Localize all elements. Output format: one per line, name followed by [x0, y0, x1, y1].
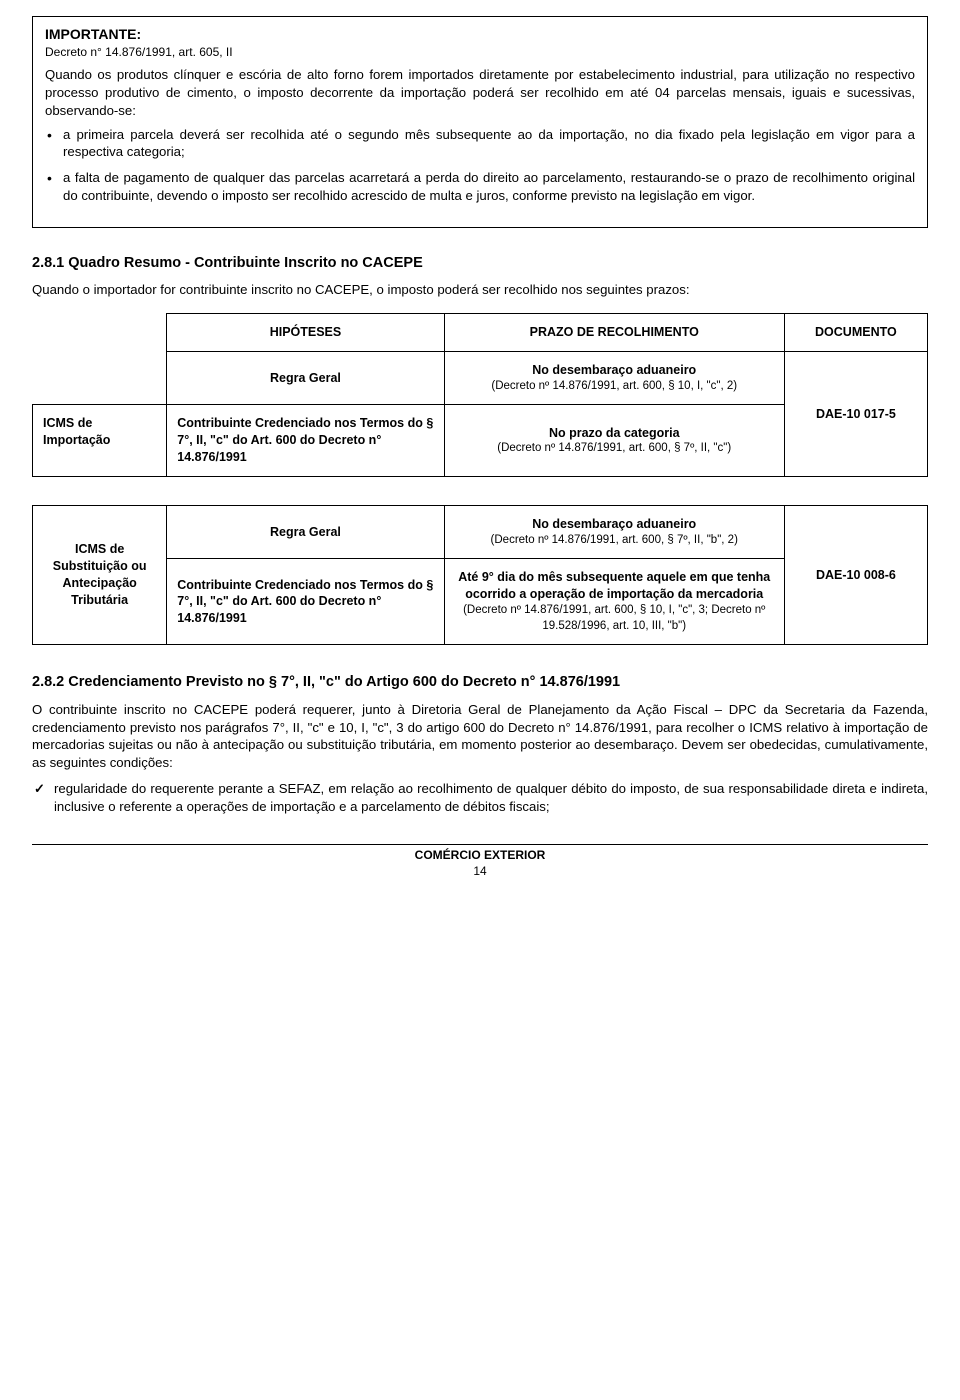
t1-r1-prazo-t: No desembaraço aduaneiro — [455, 362, 774, 379]
t1-r1-hip: Regra Geral — [167, 352, 444, 405]
t2-r2-hip: Contribuinte Credenciado nos Termos do §… — [167, 559, 444, 645]
t2-r1-hip: Regra Geral — [167, 506, 444, 559]
section-282-title: 2.8.2 Credenciamento Previsto no § 7°, I… — [32, 673, 928, 693]
box-subtitle: Decreto n° 14.876/1991, art. 605, II — [45, 44, 915, 60]
section-282-body: O contribuinte inscrito no CACEPE poderá… — [32, 701, 928, 772]
t2-r2-prazo-t: Até 9° dia do mês subsequente aquele em … — [455, 569, 774, 603]
box-bullets: a primeira parcela deverá ser recolhida … — [45, 126, 915, 205]
t1-head-hip: HIPÓTESES — [167, 314, 444, 352]
t2-doc: DAE-10 008-6 — [784, 506, 927, 645]
t1-r2-prazo: No prazo da categoria (Decreto nº 14.876… — [444, 405, 784, 477]
t2-r2-prazo: Até 9° dia do mês subsequente aquele em … — [444, 559, 784, 645]
section-281-title: 2.8.1 Quadro Resumo - Contribuinte Inscr… — [32, 254, 928, 274]
t1-r2-prazo-s: (Decreto nº 14.876/1991, art. 600, § 7º,… — [455, 441, 774, 457]
t2-r1-prazo-t: No desembaraço aduaneiro — [455, 516, 774, 533]
important-box: IMPORTANTE: Decreto n° 14.876/1991, art.… — [32, 16, 928, 228]
t2-rowlabel: ICMS de Substituição ou Antecipação Trib… — [33, 506, 167, 645]
table-1: HIPÓTESES PRAZO DE RECOLHIMENTO DOCUMENT… — [32, 313, 928, 477]
t1-head-prazo: PRAZO DE RECOLHIMENTO — [444, 314, 784, 352]
t2-r1-prazo: No desembaraço aduaneiro (Decreto nº 14.… — [444, 506, 784, 559]
t2-r2-prazo-s: (Decreto nº 14.876/1991, art. 600, § 10,… — [455, 603, 774, 634]
page-footer: COMÉRCIO EXTERIOR 14 — [32, 844, 928, 879]
t1-rowlabel: ICMS de Importação — [33, 405, 167, 477]
t2-r1-prazo-s: (Decreto nº 14.876/1991, art. 600, § 7º,… — [455, 533, 774, 549]
t1-r1-prazo: No desembaraço aduaneiro (Decreto nº 14.… — [444, 352, 784, 405]
t1-doc: DAE-10 017-5 — [784, 352, 927, 477]
section-281-intro: Quando o importador for contribuinte ins… — [32, 281, 928, 299]
footer-title: COMÉRCIO EXTERIOR — [32, 847, 928, 863]
box-intro: Quando os produtos clínquer e escória de… — [45, 66, 915, 119]
t1-r2-prazo-t: No prazo da categoria — [455, 425, 774, 442]
t1-head-doc: DOCUMENTO — [784, 314, 927, 352]
box-bullet-2: a falta de pagamento de qualquer das par… — [45, 169, 915, 205]
box-title: IMPORTANTE: — [45, 25, 915, 44]
t1-r1-prazo-s: (Decreto nº 14.876/1991, art. 600, § 10,… — [455, 379, 774, 395]
section-282-item-1: regularidade do requerente perante a SEF… — [32, 780, 928, 816]
box-bullet-1: a primeira parcela deverá ser recolhida … — [45, 126, 915, 162]
t1-r2-hip: Contribuinte Credenciado nos Termos do §… — [167, 405, 444, 477]
footer-page: 14 — [32, 863, 928, 879]
table-2: ICMS de Substituição ou Antecipação Trib… — [32, 505, 928, 645]
section-282-list: regularidade do requerente perante a SEF… — [32, 780, 928, 816]
